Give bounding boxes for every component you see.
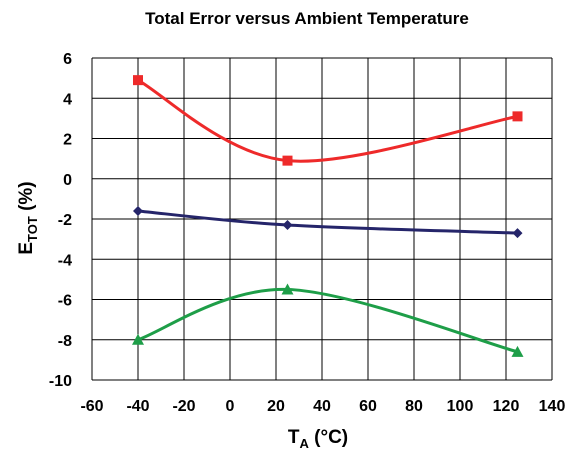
x-axis-label-sub: A <box>299 436 309 451</box>
x-axis-label: TA (°C) <box>288 427 348 451</box>
y-axis-label-main: E <box>16 242 37 255</box>
data-point-triangle <box>132 333 144 345</box>
y-tick-label: 6 <box>63 51 72 68</box>
y-tick-label: 2 <box>63 132 72 149</box>
data-point-diamond <box>282 220 293 231</box>
x-tick-label: 80 <box>405 398 423 415</box>
y-tick-label: -4 <box>58 252 72 269</box>
y-tick-label: -10 <box>49 373 72 390</box>
y-axis-label-sub: TOT <box>25 216 40 242</box>
x-tick-label: 60 <box>359 398 377 415</box>
x-tick-label: -20 <box>172 398 195 415</box>
y-tick-label: -2 <box>58 212 72 229</box>
x-tick-label: 40 <box>313 398 331 415</box>
data-point-square <box>282 155 293 166</box>
x-tick-label: 20 <box>267 398 285 415</box>
data-point-square <box>512 111 523 122</box>
y-axis-label: ETOT (%) <box>16 181 40 254</box>
series-layer <box>132 75 524 357</box>
y-tick-label: -8 <box>58 333 72 350</box>
data-point-triangle <box>511 345 524 357</box>
chart-title: Total Error versus Ambient Temperature <box>145 9 469 28</box>
x-tick-label: 0 <box>226 398 235 415</box>
data-point-diamond <box>512 228 523 239</box>
series-line <box>137 78 518 163</box>
series-line <box>137 209 518 235</box>
x-tick-label: -40 <box>126 398 149 415</box>
y-tick-labels: 6 4 2 0 -2 -4 -6 -8 -10 <box>49 51 72 390</box>
x-tick-label: -60 <box>80 398 103 415</box>
series-line <box>137 287 518 354</box>
data-point-square <box>133 75 143 86</box>
x-tick-label: 100 <box>447 398 474 415</box>
y-tick-label: -6 <box>58 293 72 310</box>
grid <box>91 57 553 381</box>
y-tick-label: 0 <box>63 172 72 189</box>
x-axis-label-unit: (°C) <box>309 427 348 448</box>
data-point-diamond <box>133 205 143 216</box>
x-tick-labels: -60 -40 -20 0 20 40 60 80 100 120 140 <box>80 398 565 415</box>
x-axis-label-main: T <box>288 427 300 448</box>
x-tick-label: 120 <box>493 398 520 415</box>
y-axis-label-unit: (%) <box>16 181 37 216</box>
y-tick-label: 4 <box>63 91 72 108</box>
data-point-triangle <box>281 283 294 295</box>
x-tick-label: 140 <box>539 398 566 415</box>
